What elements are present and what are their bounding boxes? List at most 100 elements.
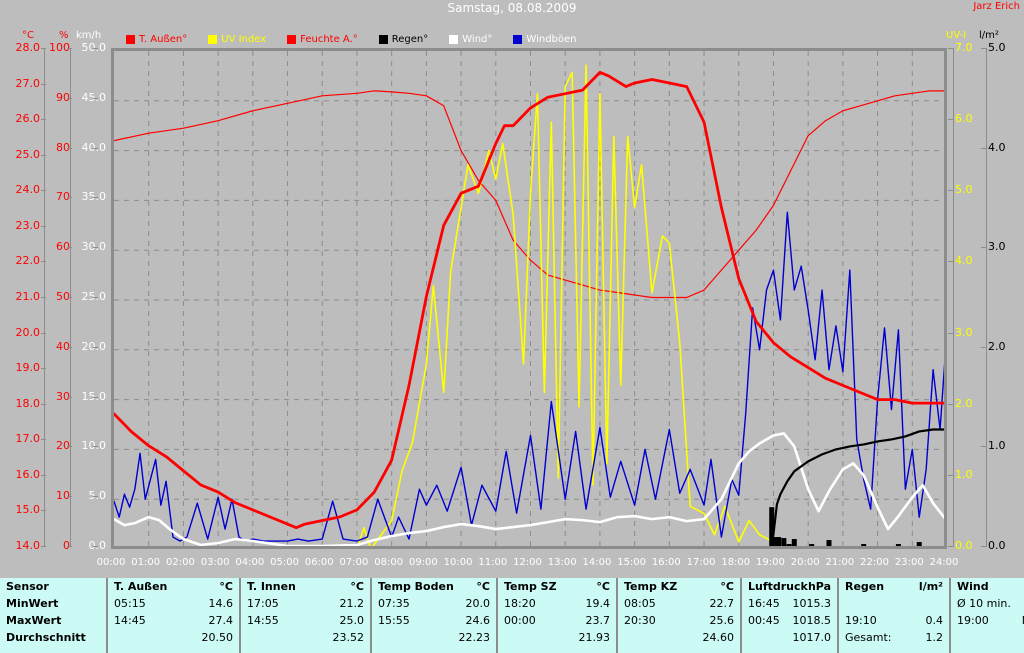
wind-axis-unit: km/h (76, 30, 102, 41)
table-row-label: MinWert (6, 597, 59, 610)
series-line-feuchte-a (114, 90, 947, 299)
table-cell-right: 25.6 (709, 614, 735, 627)
table-row-label: Durchschnitt (6, 631, 86, 644)
table-cell-right: N 11.7 (1022, 612, 1024, 629)
table-cell-right: 22.23 (458, 631, 491, 644)
table-avg-row: 24.60 (618, 629, 740, 646)
axis-tick-mark (93, 48, 98, 49)
uv-tick-label: 3.0 (955, 325, 973, 339)
table-cell-left: 00:45 (748, 614, 780, 627)
plot-area (111, 48, 947, 549)
legend-swatch-icon (287, 34, 297, 44)
axis-tick-mark (948, 261, 953, 263)
table-cell-right: °C (720, 580, 734, 593)
temp-tick-label: 15.0 (15, 503, 41, 517)
axis-tick-mark (41, 190, 46, 192)
hum-tick-label: 70 (56, 190, 70, 204)
rain-bar (791, 539, 797, 549)
table-cell-left: Temp KZ (624, 580, 678, 593)
wind-tick-label: 40.0 (81, 140, 107, 154)
legend-swatch-icon (513, 34, 523, 44)
table-max-row: 00:45 1018.5 (742, 612, 837, 629)
table-cell-left: Luftdruck (748, 580, 808, 593)
table-cell-right: 1015.3 (792, 597, 832, 610)
axis-tick-mark (67, 48, 72, 49)
table-cell-right: 23.52 (332, 631, 365, 644)
table-min-row: 16:45 1015.3 (742, 595, 837, 612)
time-tick-label: 23:00 (894, 557, 924, 568)
table-cell-left: 08:05 (624, 597, 656, 610)
axis-tick-mark (41, 119, 46, 121)
rain-tick-label: 5.0 (988, 41, 1006, 54)
axis-tick-mark (41, 546, 46, 547)
table-cell-left: Temp Boden (378, 580, 454, 593)
table-cell-left: 19:10 (845, 614, 877, 627)
uv-tick-label: 5.0 (955, 183, 973, 197)
axis-tick-mark (41, 154, 46, 156)
legend-item-label: Feuchte A.° (300, 33, 358, 45)
time-tick-label: 16:00 (651, 557, 681, 568)
hum-tick-label: 100 (49, 41, 70, 54)
rain-tick-label: 2.0 (988, 339, 1006, 353)
table-row-label: Sensor (6, 580, 49, 593)
table-min-row: 18:20 19.4 (498, 595, 616, 612)
legend-item[interactable]: Feuchte A.° (287, 34, 358, 45)
table-avg-row: Gesamt: 1.2 (839, 629, 949, 646)
table-column-header: Temp SZ °C (498, 578, 616, 595)
table-cell-left: 05:15 (114, 597, 146, 610)
axis-tick-mark (41, 439, 46, 441)
axis-tick-mark (948, 474, 953, 476)
table-min-row: 07:35 20.0 (372, 595, 496, 612)
table-cell-right: 25.0 (339, 614, 365, 627)
legend-item-label: Wind° (462, 33, 493, 45)
table-cell-right: 24.6 (465, 614, 491, 627)
legend-item-label: T. Außen° (139, 33, 188, 45)
legend-swatch-icon (449, 34, 459, 44)
table-cell-left: 20:30 (624, 614, 656, 627)
legend-item[interactable]: Windböen (513, 34, 577, 45)
axis-tick-mark (67, 147, 72, 149)
table-column-temp-sz: Temp SZ °C 18:20 19.4 00:00 23.7 21.93 (496, 578, 616, 653)
table-cell-left: 17:05 (247, 597, 279, 610)
table-column-t-au-en: T. Außen °C 05:15 14.6 14:45 27.4 20.50 (106, 578, 239, 653)
axis-tick-mark (41, 48, 46, 49)
axis-tick-mark (41, 368, 46, 370)
legend-item[interactable]: Regen° (378, 34, 428, 45)
wind-tick-label: 45.0 (81, 90, 107, 104)
table-row-labels: Sensor MinWert MaxWert Durchschnitt (0, 578, 106, 653)
time-tick-label: 11:00 (478, 557, 508, 568)
legend-item[interactable]: Wind° (449, 34, 492, 45)
series-line-windb-en (114, 211, 947, 542)
wind-tick-label: 15.0 (81, 389, 107, 403)
temp-tick-label: 23.0 (15, 218, 41, 232)
wind-tick-label: 0.0 (88, 539, 107, 552)
legend-swatch-icon (126, 34, 135, 44)
axis-tick-mark (981, 446, 986, 448)
chart-legend: T. Außen° UV Index Feuchte A.° Regen° Wind° W… (126, 32, 598, 46)
table-column-t-innen: T. Innen °C 17:05 21.2 14:55 25.0 23.52 (239, 578, 370, 653)
legend-swatch-icon (378, 34, 388, 44)
temp-tick-label: 21.0 (15, 290, 41, 303)
legend-item[interactable]: UV Index (208, 34, 266, 45)
legend-item[interactable]: T. Außen° (126, 34, 187, 45)
axis-tick-mark (67, 446, 72, 448)
plot-bottom-edge (111, 546, 947, 549)
page-title: Samstag, 08.08.2009 (447, 1, 577, 15)
axis-tick-mark (67, 396, 72, 398)
axis-tick-mark (41, 332, 46, 334)
table-row: MinWert (0, 595, 106, 612)
table-max-row: 14:55 25.0 (241, 612, 370, 629)
table-cell-right: 24.60 (702, 631, 735, 644)
table-max-row: 20:30 25.6 (618, 612, 740, 629)
uv-tick-label: 4.0 (955, 254, 973, 268)
table-cell-right: °C (350, 580, 364, 593)
table-column-temp-kz: Temp KZ °C 08:05 22.7 20:30 25.6 24.60 (616, 578, 740, 653)
station-name: Jarz Erich (973, 1, 1020, 12)
hum-tick-label: 80 (56, 140, 70, 154)
uv-tick-label: 7.0 (955, 41, 973, 54)
table-cell-left: 19:00 (957, 614, 989, 627)
axis-tick-mark (93, 346, 98, 348)
time-tick-label: 01:00 (131, 557, 161, 568)
axis-tick-mark (981, 48, 986, 49)
table-column-luftdruck: Luftdruck hPa 16:45 1015.3 00:45 1018.5 1017.0 (740, 578, 837, 653)
